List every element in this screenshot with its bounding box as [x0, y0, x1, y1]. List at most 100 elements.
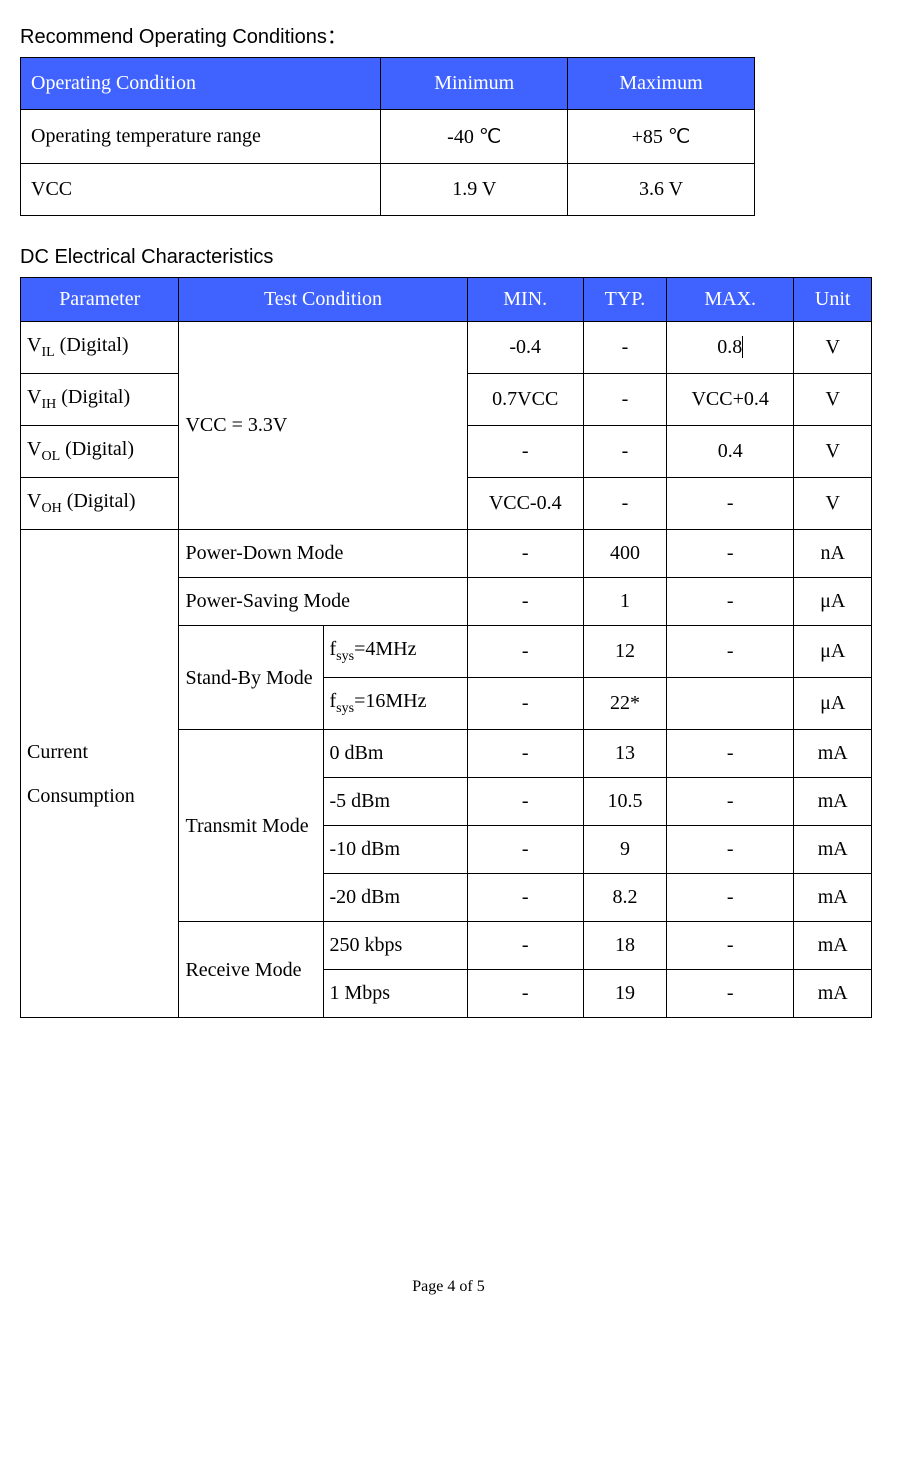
cell-max: -: [666, 874, 793, 922]
f-sub: sys: [336, 649, 354, 664]
cell-min: -: [467, 874, 583, 922]
cell-unit: mA: [794, 970, 872, 1018]
t1-min: -40 ℃: [381, 110, 568, 164]
v-rest: (Digital): [56, 386, 130, 408]
t2-header-unit: Unit: [794, 278, 872, 322]
cell-unit: V: [794, 426, 872, 478]
param-vil: VIL (Digital): [21, 322, 179, 374]
t1-min: 1.9 V: [381, 164, 568, 216]
v-rest: (Digital): [55, 334, 129, 356]
t2-header-typ: TYP.: [583, 278, 666, 322]
param-voh: VOH (Digital): [21, 478, 179, 530]
t1-max: 3.6 V: [568, 164, 755, 216]
standby-4mhz: fsys=4MHz: [323, 626, 467, 678]
cell-min: -: [467, 426, 583, 478]
param-vol: VOL (Digital): [21, 426, 179, 478]
cell-min: -0.4: [467, 322, 583, 374]
param-vih: VIH (Digital): [21, 374, 179, 426]
v-sub: IL: [41, 345, 54, 360]
tx-0dbm: 0 dBm: [323, 730, 467, 778]
v-prefix: V: [27, 438, 41, 460]
cell-unit: mA: [794, 826, 872, 874]
cell-min: -: [467, 730, 583, 778]
table-row: Operating temperature range -40 ℃ +85 ℃: [21, 110, 755, 164]
cell-typ: 400: [583, 530, 666, 578]
cell-unit: mA: [794, 922, 872, 970]
t1-param: Operating temperature range: [21, 110, 381, 164]
cell-unit: mA: [794, 778, 872, 826]
cell-max: -: [666, 922, 793, 970]
cell-max: [666, 678, 793, 730]
cell-max: -: [666, 626, 793, 678]
cell-min: VCC-0.4: [467, 478, 583, 530]
cell-unit: μA: [794, 578, 872, 626]
max-val: 0.8: [717, 336, 743, 358]
v-prefix: V: [27, 386, 41, 408]
t2-header-min: MIN.: [467, 278, 583, 322]
cell-typ: 22*: [583, 678, 666, 730]
section1-title: Recommend Operating Conditions：: [20, 20, 877, 49]
page-footer: Page 4 of 5: [20, 1278, 877, 1296]
v-sub: OH: [41, 501, 61, 516]
cell-min: -: [467, 578, 583, 626]
cell-typ: -: [583, 478, 666, 530]
cell-min: -: [467, 970, 583, 1018]
cell-typ: 12: [583, 626, 666, 678]
section2-title: DC Electrical Characteristics: [20, 246, 877, 269]
cell-min: -: [467, 778, 583, 826]
v-sub: IH: [41, 397, 56, 412]
cell-typ: 19: [583, 970, 666, 1018]
table-row: VCC 1.9 V 3.6 V: [21, 164, 755, 216]
receive-cond: Receive Mode: [179, 922, 323, 1018]
v-rest: (Digital): [60, 438, 134, 460]
cell-typ: -: [583, 374, 666, 426]
v-prefix: V: [27, 490, 41, 512]
cell-max: -: [666, 730, 793, 778]
cell-unit: V: [794, 478, 872, 530]
cell-typ: 8.2: [583, 874, 666, 922]
cell-max: 0.8: [666, 322, 793, 374]
vcc-condition: VCC = 3.3V: [179, 322, 467, 530]
cell-max: -: [666, 478, 793, 530]
tx-neg20dbm: -20 dBm: [323, 874, 467, 922]
cell-typ: 1: [583, 578, 666, 626]
table-row: Current Consumption Power-Down Mode - 40…: [21, 530, 872, 578]
cell-unit: μA: [794, 678, 872, 730]
standby-16mhz: fsys=16MHz: [323, 678, 467, 730]
t1-param: VCC: [21, 164, 381, 216]
dc-characteristics-table: Parameter Test Condition MIN. TYP. MAX. …: [20, 277, 872, 1018]
v-sub: OL: [41, 449, 60, 464]
tx-neg5dbm: -5 dBm: [323, 778, 467, 826]
cell-min: -: [467, 530, 583, 578]
rx-1mbps: 1 Mbps: [323, 970, 467, 1018]
cell-unit: mA: [794, 730, 872, 778]
t1-header-max: Maximum: [568, 58, 755, 110]
cell-max: -: [666, 530, 793, 578]
cell-unit: nA: [794, 530, 872, 578]
current-consumption-label: Current Consumption: [21, 530, 179, 1018]
cell-unit: mA: [794, 874, 872, 922]
t2-header-parameter: Parameter: [21, 278, 179, 322]
cell-unit: μA: [794, 626, 872, 678]
v-prefix: V: [27, 334, 41, 356]
tx-neg10dbm: -10 dBm: [323, 826, 467, 874]
f-sub: sys: [336, 701, 354, 716]
cell-max: 0.4: [666, 426, 793, 478]
cell-min: -: [467, 678, 583, 730]
t2-header-testcond: Test Condition: [179, 278, 467, 322]
cell-typ: 9: [583, 826, 666, 874]
cell-max: -: [666, 778, 793, 826]
table-row: VIL (Digital) VCC = 3.3V -0.4 - 0.8 V: [21, 322, 872, 374]
standby-cond: Stand-By Mode: [179, 626, 323, 730]
cell-unit: V: [794, 374, 872, 426]
transmit-cond: Transmit Mode: [179, 730, 323, 922]
cell-typ: -: [583, 322, 666, 374]
cell-max: -: [666, 578, 793, 626]
cell-typ: 18: [583, 922, 666, 970]
operating-conditions-table: Operating Condition Minimum Maximum Oper…: [20, 57, 755, 216]
cell-max: -: [666, 826, 793, 874]
rx-250kbps: 250 kbps: [323, 922, 467, 970]
cell-max: VCC+0.4: [666, 374, 793, 426]
cell-min: -: [467, 826, 583, 874]
cell-typ: -: [583, 426, 666, 478]
